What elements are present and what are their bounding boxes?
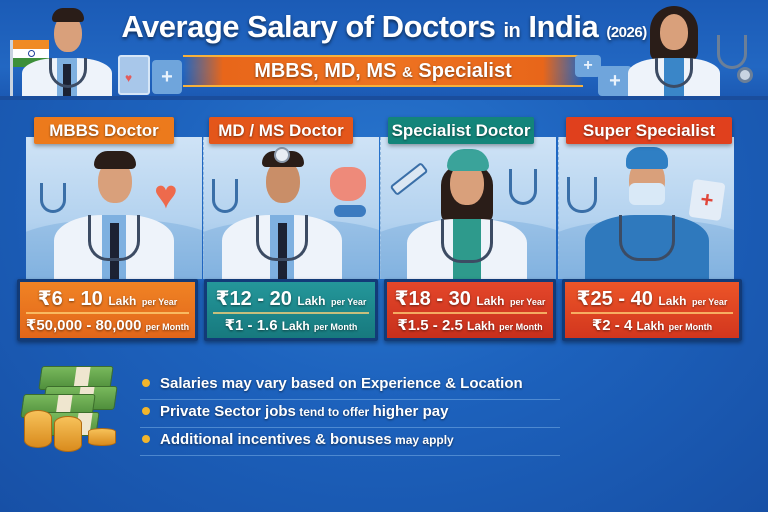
- stethoscope-icon: [509, 169, 537, 205]
- coin-icon: [54, 416, 82, 452]
- category-label-super-specialist: Super Specialist: [566, 117, 732, 144]
- salary-box-super-specialist: ₹25 - 40 Lakh per Year ₹2 - 4 Lakh per M…: [562, 279, 742, 341]
- male-surgeon-illustration: [585, 143, 709, 279]
- medical-kit-icon: +: [598, 66, 632, 96]
- yearly-salary: ₹6 - 10 Lakh per Year: [26, 282, 189, 314]
- salary-box-md-ms: ₹12 - 20 Lakh per Year ₹1 - 1.6 Lakh per…: [204, 279, 378, 341]
- female-doctor-illustration: [407, 143, 527, 279]
- yearly-salary: ₹25 - 40 Lakh per Year: [571, 282, 733, 314]
- surgical-cap-icon: [447, 149, 489, 171]
- heart-pulse-icon: ♥: [154, 173, 178, 217]
- stethoscope-icon: [715, 35, 755, 85]
- clipboard-icon: ♥: [118, 55, 150, 95]
- stethoscope-icon: [567, 177, 597, 213]
- notes-list: Salaries may vary based on Experience & …: [140, 372, 560, 456]
- pill-icon: [334, 205, 366, 217]
- male-doctor-illustration: [22, 0, 112, 96]
- male-doctor-illustration: [222, 145, 342, 279]
- category-card-md-ms: [203, 137, 379, 279]
- note-item: Private Sector jobs tend to offer higher…: [140, 400, 560, 428]
- medical-kit-icon: +: [575, 55, 601, 77]
- category-label-specialist: Specialist Doctor: [388, 117, 534, 144]
- lungs-icon: [330, 167, 366, 201]
- category-label-md-ms: MD / MS Doctor: [209, 117, 353, 144]
- note-item: Salaries may vary based on Experience & …: [140, 372, 560, 400]
- salary-box-specialist: ₹18 - 30 Lakh per Year ₹1.5 - 2.5 Lakh p…: [384, 279, 556, 341]
- yearly-salary: ₹18 - 30 Lakh per Year: [393, 282, 547, 314]
- head-mirror-icon: [274, 147, 290, 163]
- stethoscope-icon: [40, 183, 66, 213]
- header-banner: ♥ + Average Salary of Doctors in India (…: [0, 0, 768, 100]
- male-doctor-illustration: [54, 145, 174, 279]
- category-card-specialist: [380, 137, 556, 279]
- category-label-mbbs: MBBS Doctor: [34, 117, 174, 144]
- page-title: Average Salary of Doctors in India (2026…: [121, 9, 647, 44]
- subtitle-banner: MBBS, MD, MS & Specialist: [183, 55, 583, 87]
- bullet-icon: [142, 379, 150, 388]
- category-card-super-specialist: +: [558, 137, 734, 279]
- money-stack-icon: [14, 362, 126, 454]
- face-mask-icon: [629, 183, 665, 205]
- monthly-salary: ₹1 - 1.6 Lakh per Month: [224, 317, 358, 334]
- note-item: Additional incentives & bonuses may appl…: [140, 428, 560, 456]
- stethoscope-icon: [212, 179, 238, 213]
- surgical-cap-icon: [626, 147, 668, 169]
- medical-kit-icon: +: [152, 60, 182, 94]
- heart-icon: ♥: [125, 71, 133, 85]
- monthly-salary: ₹2 - 4 Lakh per Month: [591, 317, 713, 334]
- female-doctor-illustration: [628, 0, 720, 96]
- salary-box-mbbs: ₹6 - 10 Lakh per Year ₹50,000 - 80,000 p…: [17, 279, 198, 341]
- monthly-salary: ₹50,000 - 80,000 per Month: [25, 317, 190, 334]
- bullet-icon: [142, 435, 150, 444]
- coin-icon: [88, 428, 116, 446]
- category-card-mbbs: ♥: [26, 137, 202, 279]
- bullet-icon: [142, 407, 150, 416]
- monthly-salary: ₹1.5 - 2.5 Lakh per Month: [397, 317, 543, 334]
- coin-icon: [24, 410, 52, 448]
- yearly-salary: ₹12 - 20 Lakh per Year: [213, 282, 369, 314]
